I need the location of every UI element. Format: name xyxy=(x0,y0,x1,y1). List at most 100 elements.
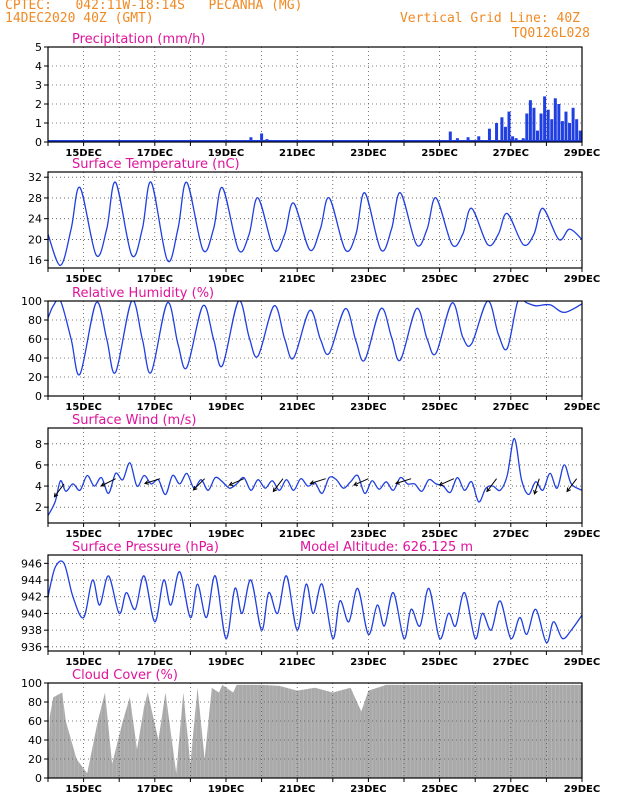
wind-arrow xyxy=(54,483,65,498)
x-tick-label: 25DEC xyxy=(421,657,457,668)
x-tick-label: 21DEC xyxy=(279,529,315,540)
wind-arrow-head xyxy=(566,487,571,493)
precip-bar xyxy=(528,100,532,142)
x-tick-label: 21DEC xyxy=(279,274,315,285)
wind-arrow xyxy=(193,478,205,491)
y-tick-label: 100 xyxy=(21,677,42,690)
precip-bar xyxy=(568,123,572,142)
precip-bar xyxy=(511,136,515,142)
x-tick-label: 19DEC xyxy=(208,402,244,413)
y-tick-label: 60 xyxy=(28,715,42,728)
precip-bar xyxy=(575,119,579,142)
x-tick-label: 29DEC xyxy=(564,274,600,285)
x-tick-label: 15DEC xyxy=(65,402,101,413)
precip-frame xyxy=(47,46,583,143)
temp-frame xyxy=(47,171,583,269)
rh-panel: 0 20 40 60 80 100 15DEC 17DEC 19DEC 21DEC 23DEC 25D… xyxy=(21,286,600,413)
y-tick-label: 2 xyxy=(35,98,42,111)
precip-bar xyxy=(260,133,264,142)
y-tick-label: 3 xyxy=(35,79,42,92)
precip-bar xyxy=(546,109,550,142)
wind-arrow-head xyxy=(533,489,538,495)
x-tick-label: 19DEC xyxy=(208,148,244,159)
y-tick-label: 938 xyxy=(21,624,42,637)
y-tick-label: 20 xyxy=(28,233,42,246)
wind-arrow xyxy=(229,478,245,486)
wind-arrow-head xyxy=(353,481,359,486)
x-tick-label: 15DEC xyxy=(65,148,101,159)
wind-arrow xyxy=(486,478,497,492)
wind-arrow-head xyxy=(394,480,400,485)
wind-arrow-head xyxy=(192,485,198,491)
wind-arrow xyxy=(272,478,284,492)
precip-bar xyxy=(557,104,561,142)
x-tick-label: 19DEC xyxy=(208,784,244,795)
y-tick-label: 2 xyxy=(35,501,42,514)
y-tick-label: 32 xyxy=(28,171,42,184)
x-tick-label: 25DEC xyxy=(421,784,457,795)
x-tick-label: 27DEC xyxy=(493,529,529,540)
wind-arrow-head xyxy=(309,480,315,485)
y-tick-label: 4 xyxy=(35,480,42,493)
x-tick-label: 17DEC xyxy=(137,148,173,159)
x-tick-label: 23DEC xyxy=(350,148,386,159)
precip-bar xyxy=(495,123,499,142)
y-tick-label: 940 xyxy=(21,607,42,620)
x-tick-label: 23DEC xyxy=(350,657,386,668)
temp-title: Surface Temperature (nC) xyxy=(72,157,240,172)
precip-bar xyxy=(564,111,568,142)
y-tick-label: 80 xyxy=(28,314,42,327)
precip-bar xyxy=(532,107,536,142)
wind-arrow-head xyxy=(53,492,59,498)
x-tick-label: 19DEC xyxy=(208,657,244,668)
cloud-frame xyxy=(47,682,583,779)
y-tick-label: 24 xyxy=(28,213,42,226)
header-station-line: CPTEC: 042:11W-18:14S PECANHA (MG) xyxy=(5,0,303,13)
y-tick-label: 942 xyxy=(21,591,42,604)
x-tick-label: 23DEC xyxy=(350,274,386,285)
x-tick-label: 27DEC xyxy=(493,657,529,668)
x-tick-label: 19DEC xyxy=(208,529,244,540)
wind-arrow xyxy=(353,478,369,486)
wind-arrow xyxy=(310,478,326,484)
precip-bar xyxy=(553,98,557,142)
precip-bar xyxy=(536,130,539,142)
x-tick-label: 25DEC xyxy=(421,274,457,285)
y-tick-label: 4 xyxy=(35,60,42,73)
y-tick-label: 16 xyxy=(28,254,42,267)
wind-arrow-head xyxy=(100,482,106,487)
precip-bar xyxy=(507,111,511,142)
y-tick-label: 5 xyxy=(35,41,42,54)
x-tick-label: 29DEC xyxy=(564,657,600,668)
y-tick-label: 936 xyxy=(21,641,42,654)
precip-bar xyxy=(550,119,554,142)
y-tick-label: 944 xyxy=(21,574,42,587)
x-tick-label: 21DEC xyxy=(279,148,315,159)
x-tick-label: 25DEC xyxy=(421,402,457,413)
wind-frame xyxy=(47,427,583,524)
y-tick-label: 100 xyxy=(21,295,42,308)
precip-title: Precipitation (mm/h) xyxy=(72,32,205,47)
wind-arrow xyxy=(395,478,412,484)
pressure-annotation: Model Altitude: 626.125 m xyxy=(300,540,473,555)
precip-bar xyxy=(503,126,507,142)
rh-title: Relative Humidity (%) xyxy=(72,286,214,301)
x-tick-label: 17DEC xyxy=(137,529,173,540)
pressure-title: Surface Pressure (hPa) xyxy=(72,540,219,555)
y-tick-label: 6 xyxy=(35,459,42,472)
precip-panel: 0 1 2 3 4 5 15DEC 17DEC 19DEC 21DEC 23DEC 25DEC 27DE… xyxy=(35,32,600,159)
rh-frame xyxy=(47,300,583,397)
pressure-panel: 936 938 940 942 944 946 15DEC 17DEC 19DEC 21DEC 23… xyxy=(21,540,600,668)
y-tick-label: 80 xyxy=(28,696,42,709)
temp-panel: 16 20 24 28 32 15DEC 17DEC 19DEC 21DEC 23DEC 25DEC… xyxy=(28,157,600,285)
x-tick-label: 17DEC xyxy=(137,784,173,795)
x-tick-label: 27DEC xyxy=(493,274,529,285)
x-tick-label: 23DEC xyxy=(350,402,386,413)
precip-bar xyxy=(477,136,481,142)
y-tick-label: 40 xyxy=(28,352,42,365)
cloud-area xyxy=(48,684,582,778)
y-tick-label: 0 xyxy=(35,136,42,149)
pressure-line xyxy=(48,560,582,644)
wind-arrow-head xyxy=(143,480,149,485)
